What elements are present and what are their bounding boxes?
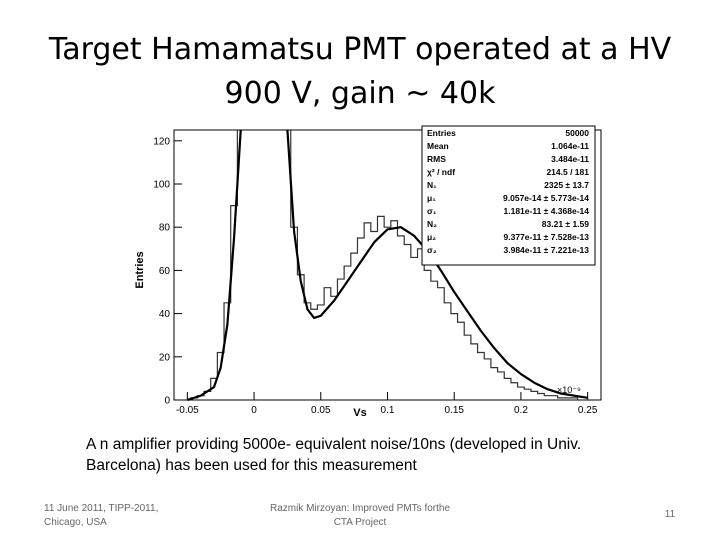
page-number: 11 [664, 509, 676, 520]
x-tick-label: 0.1 [381, 405, 395, 416]
footer-author-line-2: CTA Project [333, 517, 387, 528]
stats-value: 2325 ± 13.7 [544, 180, 589, 190]
stats-label: μ₂ [427, 232, 436, 242]
stats-label: Mean [427, 141, 449, 151]
stats-value: 50000 [565, 128, 589, 138]
stats-label: N₁ [427, 180, 437, 190]
x-tick-label: 0.05 [311, 405, 331, 416]
stats-label: χ² / ndf [427, 167, 455, 177]
x-axis-label: Vs [353, 407, 366, 417]
x-tick-label: -0.05 [176, 405, 199, 416]
stats-label: RMS [427, 154, 446, 164]
fit-curve [187, 129, 588, 402]
footer-date-line: 11 June 2011, TIPP-2011, [44, 503, 159, 514]
x-tick-label: 0.2 [514, 405, 528, 416]
stats-value: 1.064e-11 [551, 141, 589, 151]
fit-curve-series [187, 129, 588, 402]
stats-value: 3.484e-11 [551, 154, 589, 164]
x-exponent-label: ×10⁻⁹ [557, 385, 581, 395]
stats-label: μ₁ [427, 193, 436, 203]
y-tick-label: 60 [159, 266, 171, 277]
stats-label: σ₁ [427, 206, 437, 216]
stats-value: 1.181e-11 ± 4.368e-14 [504, 206, 590, 216]
stats-value: 3.984e-11 ± 7.221e-13 [504, 245, 590, 255]
caption-line-2: Barcelona) has been used for this measur… [86, 457, 417, 474]
slide-title-line-2: 900 V, gain ~ 40k [224, 76, 496, 111]
y-tick-label: 80 [159, 223, 171, 234]
y-tick-label: 40 [159, 309, 171, 320]
axes: -0.05 0 0.05 0.1 0.15 0.2 0.25 0 20 40 60 80 100 120 [153, 136, 598, 416]
x-tick-label: 0.15 [444, 405, 464, 416]
stats-value: 214.5 / 181 [546, 167, 589, 177]
stats-value: 9.057e-14 ± 5.773e-14 [503, 193, 589, 203]
caption-line-1: A n amplifier providing 5000e- equivalen… [86, 436, 582, 453]
caption: A n amplifier providing 5000e- equivalen… [86, 434, 686, 476]
stats-label: N₂ [427, 219, 437, 229]
y-axis-label: Entries [134, 251, 146, 288]
x-tick-label: 0.25 [578, 405, 598, 416]
stats-label: σ₂ [427, 245, 437, 255]
x-tick-label: 0 [251, 405, 257, 416]
footer-author: Razmik Mirzoyan: Improved PMTs forthe CT… [250, 502, 470, 530]
stats-value: 9.377e-11 ± 7.528e-13 [504, 232, 590, 242]
stats-box: Entries 50000 Mean 1.064e-11 RMS 3.484e-11 χ² … [421, 125, 596, 266]
stats-label: Entries [427, 128, 456, 138]
footer-author-line-1: Razmik Mirzoyan: Improved PMTs forthe [269, 503, 451, 514]
slide-title-line-1: Target Hamamatsu PMT operated at a HV [48, 32, 672, 67]
y-tick-label: 100 [153, 180, 170, 191]
footer-venue-line: Chicago, USA [44, 517, 107, 528]
y-tick-label: 20 [159, 352, 171, 363]
y-tick-label: 120 [153, 136, 170, 147]
y-tick-label: 0 [164, 396, 170, 407]
footer-date-venue: 11 June 2011, TIPP-2011, Chicago, USA [44, 502, 194, 530]
stats-box-frame [421, 125, 596, 266]
pmt-histogram-chart: -0.05 0 0.05 0.1 0.15 0.2 0.25020406080100120 … [134, 125, 602, 417]
stats-value: 83.21 ± 1.59 [542, 219, 589, 229]
slide-title: Target Hamamatsu PMT operated at a HV 90… [0, 28, 720, 116]
